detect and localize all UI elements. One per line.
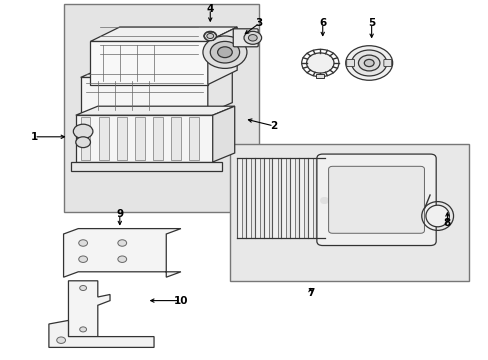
Bar [245,158,251,238]
Circle shape [244,31,261,44]
Circle shape [79,240,87,246]
Text: 5: 5 [367,18,374,28]
Bar [289,158,295,238]
Polygon shape [207,67,232,113]
Text: 4: 4 [206,4,214,14]
Polygon shape [76,106,234,115]
Circle shape [73,124,93,139]
Circle shape [79,256,87,262]
Circle shape [203,36,246,68]
Bar [263,158,268,238]
Bar [254,158,260,238]
Text: 8: 8 [443,218,450,228]
Bar [316,158,321,238]
Polygon shape [68,281,110,337]
Polygon shape [90,27,237,41]
Polygon shape [49,320,154,347]
Bar [307,158,312,238]
FancyBboxPatch shape [316,154,435,246]
Circle shape [118,240,126,246]
Bar [298,158,304,238]
Text: 7: 7 [306,288,314,298]
Circle shape [306,53,333,73]
Bar [71,162,222,171]
Bar [117,117,126,160]
Bar [81,77,207,113]
Bar [272,158,277,238]
Bar [99,117,108,160]
Polygon shape [207,27,237,85]
Circle shape [358,55,379,71]
Bar [229,144,468,281]
Ellipse shape [425,205,448,227]
Bar [135,117,144,160]
Polygon shape [63,229,181,277]
Circle shape [80,285,86,291]
Bar [90,41,207,85]
Polygon shape [212,106,234,162]
Circle shape [217,47,232,58]
Circle shape [248,35,257,41]
Bar [189,117,199,160]
Text: 1: 1 [31,132,38,142]
Bar [316,74,324,78]
Text: 6: 6 [319,18,325,28]
Circle shape [57,337,65,343]
Polygon shape [81,67,232,77]
Bar [237,158,242,238]
Text: 10: 10 [173,296,188,306]
Text: 3: 3 [255,18,262,28]
Text: 9: 9 [116,209,123,219]
Text: 2: 2 [270,121,277,131]
FancyBboxPatch shape [383,59,391,67]
FancyBboxPatch shape [328,166,424,233]
Circle shape [80,327,86,332]
Circle shape [364,59,373,67]
Circle shape [210,41,239,63]
Bar [281,158,286,238]
Circle shape [118,256,126,262]
Bar [63,4,259,212]
Circle shape [76,137,90,148]
Bar [76,115,212,162]
FancyBboxPatch shape [233,29,258,47]
Bar [153,117,163,160]
Circle shape [203,31,216,41]
Circle shape [206,33,213,39]
FancyBboxPatch shape [346,59,354,67]
Circle shape [351,50,386,76]
Circle shape [345,46,392,80]
Bar [81,117,90,160]
Bar [171,117,181,160]
